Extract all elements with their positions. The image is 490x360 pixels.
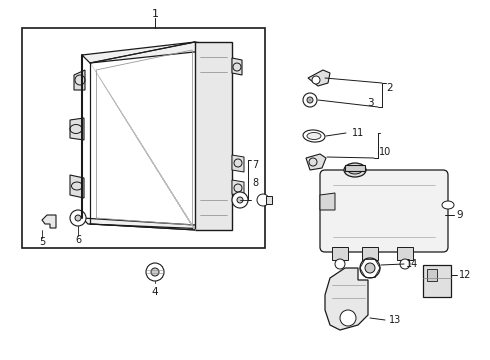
Polygon shape xyxy=(362,247,378,260)
Text: 5: 5 xyxy=(39,237,45,247)
Polygon shape xyxy=(82,42,232,63)
Polygon shape xyxy=(70,118,84,140)
Text: 13: 13 xyxy=(389,315,401,325)
Circle shape xyxy=(75,215,81,221)
Text: 11: 11 xyxy=(352,128,364,138)
Polygon shape xyxy=(42,215,56,228)
Circle shape xyxy=(70,210,86,226)
Ellipse shape xyxy=(303,130,325,142)
Polygon shape xyxy=(74,70,85,90)
Ellipse shape xyxy=(442,201,454,209)
Bar xyxy=(345,165,365,171)
Polygon shape xyxy=(308,70,330,86)
Polygon shape xyxy=(232,155,244,172)
Polygon shape xyxy=(332,247,348,260)
Text: 9: 9 xyxy=(457,210,464,220)
Text: 12: 12 xyxy=(459,270,471,280)
Polygon shape xyxy=(266,196,272,204)
Text: 2: 2 xyxy=(387,83,393,93)
Circle shape xyxy=(257,194,269,206)
Circle shape xyxy=(303,93,317,107)
Text: 14: 14 xyxy=(406,259,418,269)
Circle shape xyxy=(151,268,159,276)
Circle shape xyxy=(400,259,410,269)
Circle shape xyxy=(365,263,375,273)
Polygon shape xyxy=(325,268,368,330)
Polygon shape xyxy=(82,218,232,230)
Circle shape xyxy=(365,259,375,269)
Text: 6: 6 xyxy=(75,235,81,245)
Polygon shape xyxy=(232,180,244,196)
Circle shape xyxy=(360,258,380,278)
Circle shape xyxy=(232,192,248,208)
FancyBboxPatch shape xyxy=(320,170,448,252)
Circle shape xyxy=(340,310,356,326)
Circle shape xyxy=(335,259,345,269)
Ellipse shape xyxy=(344,163,366,177)
Text: 3: 3 xyxy=(367,98,373,108)
Text: 8: 8 xyxy=(252,178,258,188)
Ellipse shape xyxy=(307,132,321,139)
Text: 10: 10 xyxy=(379,147,391,157)
Bar xyxy=(195,42,232,230)
Ellipse shape xyxy=(348,166,362,174)
Circle shape xyxy=(312,76,320,84)
Polygon shape xyxy=(320,193,335,210)
Polygon shape xyxy=(306,154,326,170)
Text: 7: 7 xyxy=(252,160,258,170)
Bar xyxy=(423,265,451,297)
Text: 4: 4 xyxy=(152,287,158,297)
Circle shape xyxy=(146,263,164,281)
Bar xyxy=(427,269,437,281)
Text: 1: 1 xyxy=(151,9,158,19)
Circle shape xyxy=(307,97,313,103)
Polygon shape xyxy=(70,175,84,198)
Polygon shape xyxy=(397,247,413,260)
Polygon shape xyxy=(232,58,242,75)
Bar xyxy=(22,28,265,248)
Circle shape xyxy=(237,197,243,203)
